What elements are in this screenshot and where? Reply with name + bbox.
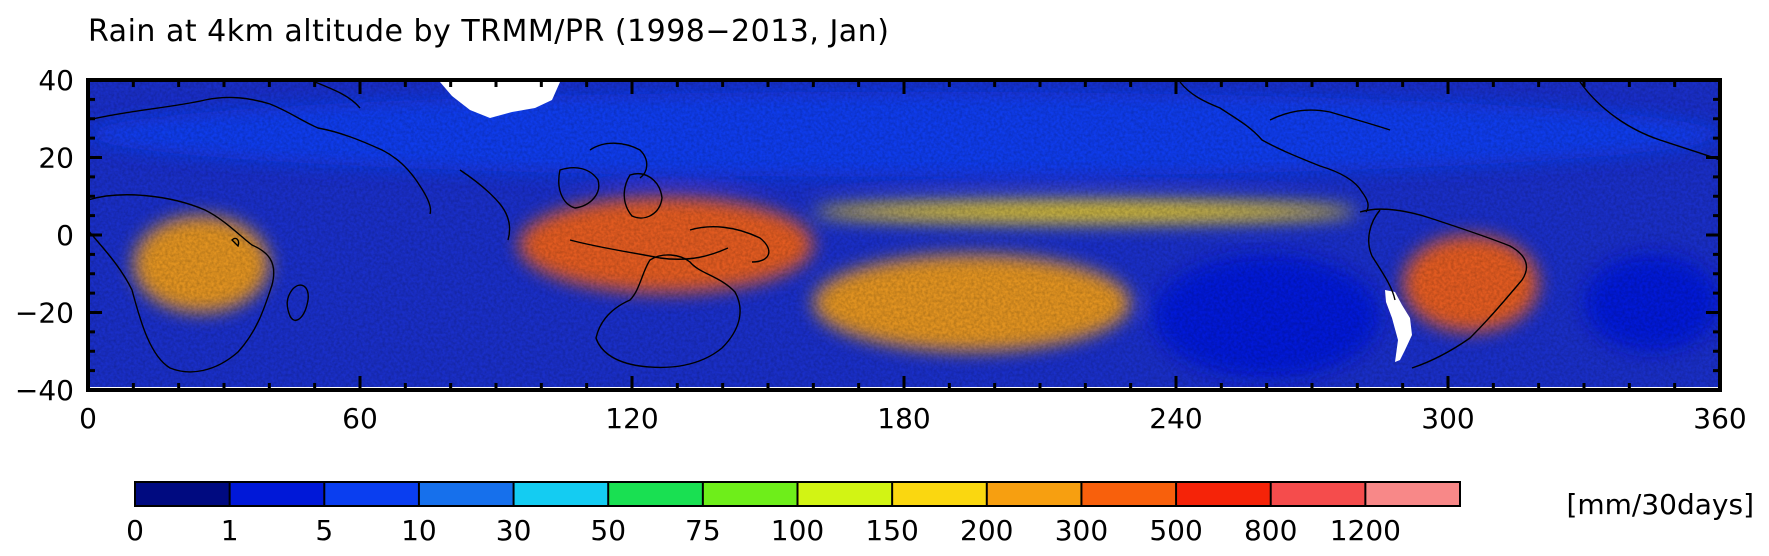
colorbar-segment — [1270, 482, 1366, 506]
rain-heatmap — [88, 80, 1720, 390]
x-tick-label: 180 — [877, 402, 930, 435]
x-tick-label: 240 — [1149, 402, 1202, 435]
colorbar-unit-label: [mm/30days] — [1566, 488, 1754, 521]
texture-overlay — [88, 80, 1720, 390]
colorbar-tick-label: 1 — [221, 514, 239, 547]
colorbar-tick-label: 10 — [401, 514, 437, 547]
no-data-andes — [1385, 290, 1412, 362]
colorbar-segment — [1176, 482, 1272, 506]
x-tick-label: 120 — [605, 402, 658, 435]
colorbar-segment — [229, 482, 325, 506]
colorbar-tick-label: 0 — [126, 514, 144, 547]
x-tick-label: 360 — [1693, 402, 1746, 435]
colorbar-segment — [702, 482, 798, 506]
y-tick-label: 0 — [56, 219, 74, 252]
colorbar-segment — [892, 482, 988, 506]
x-tick-label: 60 — [342, 402, 378, 435]
map-axes: 0 60 120 180 240 300 360 40 20 0 −20 −40 — [15, 64, 1747, 435]
colorbar-tick-label: 5 — [315, 514, 333, 547]
colorbar-tick-label: 500 — [1149, 514, 1202, 547]
colorbar-segment — [135, 482, 231, 506]
colorbar-segments — [135, 482, 1461, 506]
colorbar-tick-label: 200 — [960, 514, 1013, 547]
colorbar-tick-labels: 0 1 5 10 30 50 75 100 150 200 300 500 800 1200 — [126, 514, 1401, 547]
y-tick-label: 20 — [38, 142, 74, 175]
coastlines — [88, 81, 1720, 373]
colorbar-segment — [986, 482, 1082, 506]
colorbar-frame — [134, 481, 1461, 507]
colorbar-tick-label: 800 — [1244, 514, 1297, 547]
x-tick-label: 0 — [79, 402, 97, 435]
colorbar-tick-label: 50 — [590, 514, 626, 547]
colorbar-segment — [608, 482, 704, 506]
x-tick-label: 300 — [1421, 402, 1474, 435]
colorbar-segment — [418, 482, 515, 506]
chart-title: Rain at 4km altitude by TRMM/PR (1998−20… — [88, 14, 890, 49]
colorbar-tick-label: 1200 — [1330, 514, 1401, 547]
colorbar-segment — [1081, 482, 1177, 506]
colorbar: 0 1 5 10 30 50 75 100 150 200 300 500 800 1200 [mm/30… — [126, 481, 1754, 547]
colorbar-tick-label: 150 — [865, 514, 918, 547]
colorbar-tick-label: 30 — [496, 514, 532, 547]
colorbar-segment — [1365, 482, 1461, 506]
y-tick-label: −20 — [15, 297, 74, 330]
colorbar-tick-label: 100 — [771, 514, 824, 547]
y-tick-label: −40 — [15, 374, 74, 407]
x-axis-ticks: 0 60 120 180 240 300 360 — [79, 80, 1747, 435]
no-data-himalaya — [440, 82, 560, 118]
colorbar-tick-label: 300 — [1055, 514, 1108, 547]
colorbar-tick-label: 75 — [685, 514, 721, 547]
y-axis-ticks: 40 20 0 −20 −40 — [15, 64, 1720, 407]
colorbar-segment — [324, 482, 420, 506]
y-tick-label: 40 — [38, 64, 74, 97]
colorbar-segment — [513, 482, 609, 506]
colorbar-segment — [797, 482, 893, 506]
